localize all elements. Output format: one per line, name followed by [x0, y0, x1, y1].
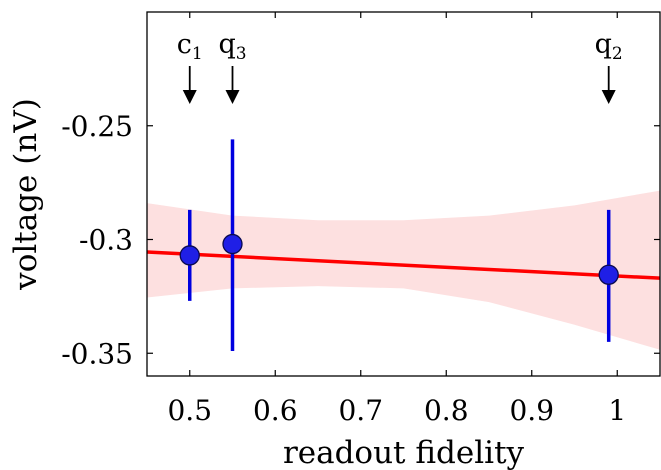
- x-tick-label: 0.5: [167, 394, 212, 427]
- x-tick-label: 1: [608, 394, 626, 427]
- y-tick-label: -0.35: [61, 337, 133, 370]
- annotation-subscript: 1: [192, 44, 203, 64]
- point-annotation-label-2: q3: [218, 29, 246, 64]
- annotation-arrow-head: [182, 90, 197, 104]
- annotation-symbol: q: [595, 29, 612, 60]
- x-tick-label: 0.7: [338, 394, 383, 427]
- x-tick-label: 0.9: [509, 394, 554, 427]
- annotation-symbol: c: [177, 29, 192, 60]
- y-tick-label: -0.3: [79, 224, 133, 257]
- y-tick-label: -0.25: [61, 110, 133, 143]
- annotation-arrow-head: [601, 90, 616, 104]
- point-annotation-label-3: q2: [595, 29, 623, 64]
- axis-ticks: 0.5 0.6 0.7 0.8 0.9 1 -0.25 -0.3 -0.35: [61, 12, 660, 427]
- plot-area: [147, 139, 660, 351]
- confidence-band: [147, 190, 660, 350]
- x-axis-label: readout fidelity: [283, 435, 525, 470]
- annotation-subscript: 2: [612, 44, 623, 64]
- annotation-arrow-head: [225, 90, 240, 104]
- x-tick-label: 0.6: [253, 394, 298, 427]
- x-tick-label: 0.8: [424, 394, 469, 427]
- point-annotations: c1 q3 q2: [177, 29, 623, 104]
- axes-frame: [146, 11, 661, 377]
- data-point-3: [598, 264, 619, 285]
- plot-inner: [147, 139, 660, 351]
- annotation-subscript: 3: [236, 44, 247, 64]
- point-annotation-label-1: c1: [177, 29, 203, 64]
- data-point-1: [179, 245, 200, 266]
- annotation-symbol: q: [218, 29, 235, 60]
- data-point-2: [222, 233, 243, 255]
- y-axis-label: voltage (nV): [8, 98, 44, 291]
